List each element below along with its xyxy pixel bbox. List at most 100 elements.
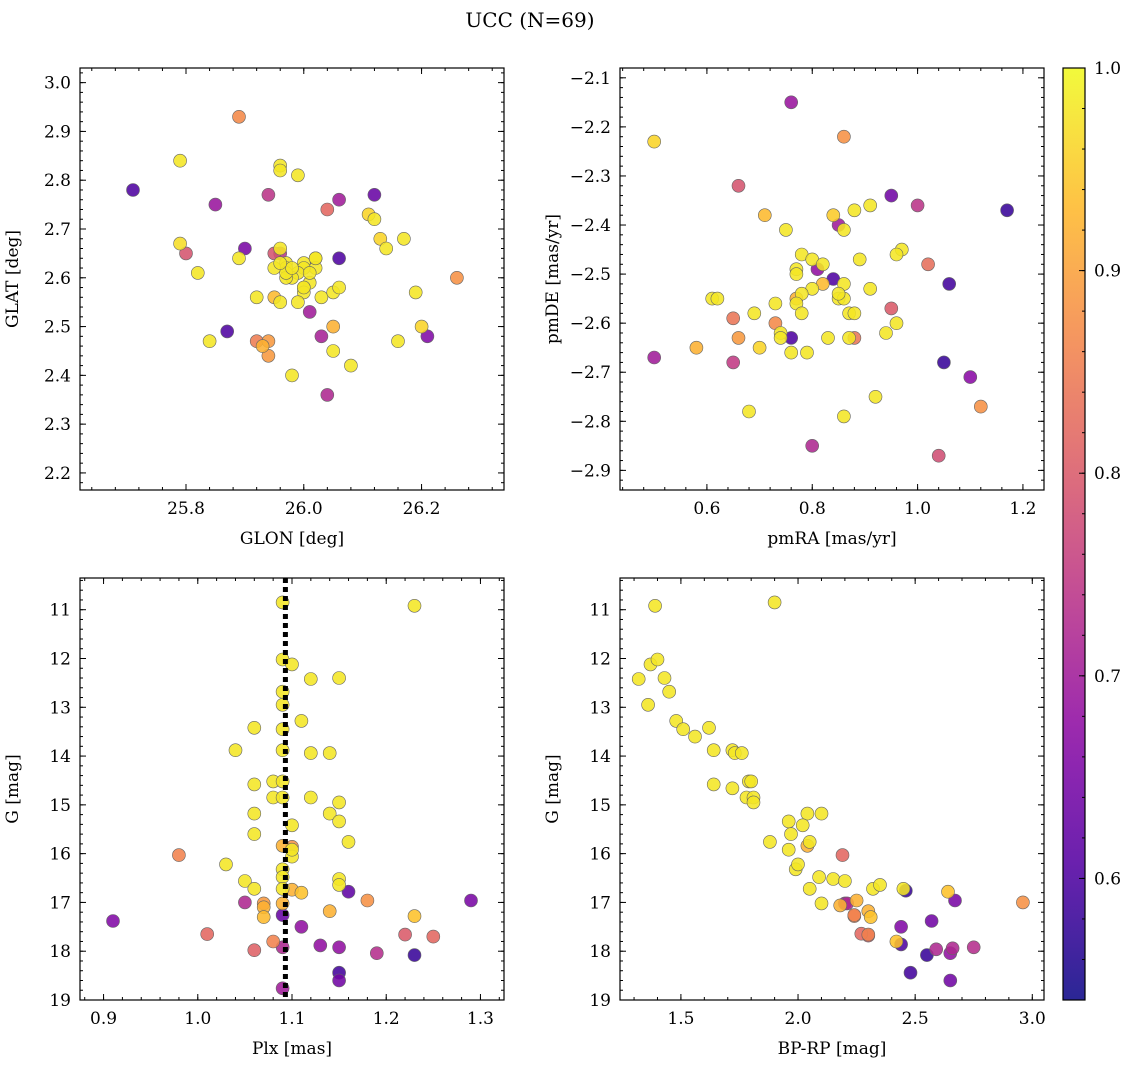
scatter-point bbox=[332, 878, 346, 892]
y-tick-label: 2.3 bbox=[44, 415, 71, 435]
scatter-point bbox=[781, 842, 796, 857]
scatter-point bbox=[837, 223, 851, 237]
scatter-point bbox=[791, 857, 805, 872]
y-tick-label: 2.5 bbox=[44, 318, 71, 338]
scatter-point bbox=[937, 355, 951, 370]
scatter-point bbox=[924, 914, 939, 928]
scatter-point bbox=[726, 355, 741, 370]
scatter-point bbox=[200, 927, 214, 941]
scatter-point bbox=[256, 910, 271, 924]
scatter-point bbox=[261, 188, 276, 202]
scatter-point bbox=[332, 251, 346, 266]
axes-frame bbox=[79, 67, 505, 491]
scatter-point bbox=[868, 389, 883, 404]
scatter-point bbox=[247, 827, 262, 841]
scatter-point bbox=[631, 672, 646, 686]
scatter-point bbox=[291, 295, 305, 310]
scatter-point bbox=[773, 331, 788, 345]
scatter-point bbox=[247, 777, 262, 792]
scatter-point bbox=[291, 168, 305, 183]
scatter-point bbox=[202, 334, 217, 349]
scatter-point bbox=[238, 895, 252, 910]
x-axis-label: BP-RP [mag] bbox=[778, 1039, 887, 1059]
scatter-point bbox=[332, 814, 346, 829]
scatter-point bbox=[320, 202, 335, 217]
scatter-point bbox=[726, 311, 741, 326]
scatter-point bbox=[873, 878, 887, 892]
scatter-point bbox=[273, 256, 288, 270]
y-tick-label: 16 bbox=[589, 845, 611, 865]
scatter-point bbox=[173, 236, 187, 251]
scatter-point bbox=[889, 316, 904, 331]
scatter-point bbox=[963, 370, 978, 384]
y-tick-label: 2.6 bbox=[44, 269, 71, 289]
scatter-point bbox=[369, 946, 384, 961]
scatter-point bbox=[228, 743, 243, 758]
y-tick-label: 12 bbox=[49, 649, 71, 669]
scatter-point bbox=[219, 857, 233, 872]
scatter-point bbox=[314, 290, 329, 305]
scatter-point bbox=[294, 885, 309, 900]
y-tick-label: 19 bbox=[589, 991, 611, 1011]
scatter-point bbox=[657, 671, 672, 685]
scatter-point bbox=[837, 129, 851, 144]
x-tick-label: 2.0 bbox=[785, 1009, 812, 1029]
scatter-point bbox=[379, 241, 394, 256]
scatter-point bbox=[303, 746, 318, 760]
scatter-point bbox=[802, 835, 817, 849]
y-tick-label: 2.7 bbox=[44, 220, 71, 240]
scatter-point bbox=[302, 266, 317, 280]
scatter-points bbox=[126, 110, 464, 402]
figure-title: UCC (N=69) bbox=[465, 8, 594, 32]
colorbar-gradient bbox=[1062, 67, 1086, 1001]
scatter-point bbox=[894, 919, 908, 934]
scatter-point bbox=[757, 208, 772, 222]
y-tick-label: −2.6 bbox=[570, 314, 611, 334]
scatter-point bbox=[781, 814, 796, 829]
scatter-point bbox=[884, 301, 899, 316]
scatter-point bbox=[367, 212, 382, 226]
scatter-point bbox=[294, 919, 309, 934]
scatter-point bbox=[247, 881, 262, 896]
scatter-point bbox=[407, 948, 422, 962]
scatter-point bbox=[826, 208, 841, 222]
scatter-point bbox=[706, 777, 721, 792]
scatter-point bbox=[929, 942, 944, 957]
scatter-point bbox=[879, 326, 893, 340]
scatter-point bbox=[249, 290, 264, 305]
scatter-point bbox=[332, 973, 346, 988]
scatter-point bbox=[966, 940, 981, 955]
scatter-point bbox=[344, 358, 358, 373]
scatter-point bbox=[779, 223, 793, 237]
scatter-point bbox=[220, 324, 234, 339]
panel-1: 25.8 26.0 26.2 2.2 2.3 2.4 2.5 2.6 2.7 2.8 2.9 3.0 G… bbox=[3, 67, 505, 549]
scatter-point bbox=[688, 729, 702, 744]
scatter-point bbox=[889, 934, 904, 949]
scatter-point bbox=[285, 261, 299, 275]
axes-frame bbox=[619, 67, 1045, 491]
scatter-point bbox=[800, 345, 814, 360]
axes-frame bbox=[79, 577, 505, 1001]
scatter-point bbox=[464, 893, 478, 908]
scatter-point bbox=[815, 257, 830, 272]
scatter-point bbox=[302, 305, 317, 319]
scatter-point bbox=[450, 270, 464, 285]
scatter-point bbox=[742, 404, 756, 419]
colorbar-tick-label: 0.9 bbox=[1094, 262, 1121, 282]
y-tick-label: 15 bbox=[49, 796, 71, 816]
scatter-point bbox=[1000, 203, 1014, 218]
scatter-point bbox=[294, 714, 309, 728]
scatter-point bbox=[322, 806, 337, 821]
scatter-point bbox=[794, 306, 809, 321]
scatter-point bbox=[313, 938, 328, 953]
scatter-point bbox=[847, 908, 862, 922]
scatter-point bbox=[831, 286, 846, 301]
scatter-point bbox=[838, 874, 852, 888]
scatter-point bbox=[734, 746, 749, 760]
scatter-point bbox=[921, 257, 935, 272]
x-axis-label: GLON [deg] bbox=[240, 529, 344, 549]
y-tick-label: 2.9 bbox=[44, 122, 71, 142]
y-axis-label: GLAT [deg] bbox=[3, 230, 23, 328]
scatter-point bbox=[784, 345, 799, 360]
scatter-point bbox=[802, 881, 817, 896]
